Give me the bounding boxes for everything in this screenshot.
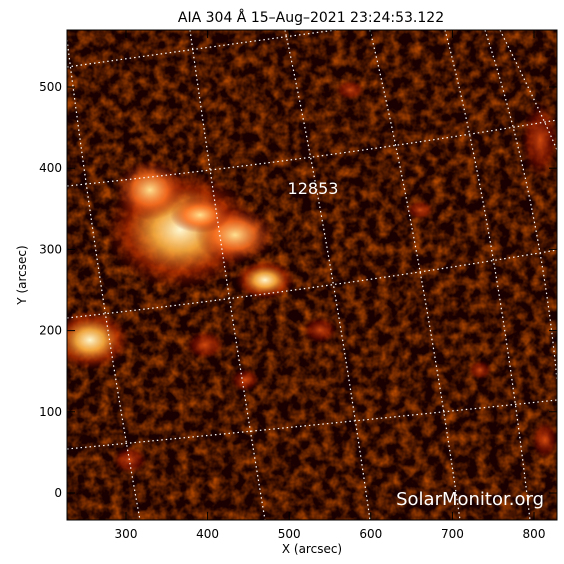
y-tick-label: 100 [39, 405, 62, 419]
x-tick-label: 800 [523, 527, 546, 541]
x-tick-label: 500 [278, 527, 301, 541]
y-tick-label: 400 [39, 161, 62, 175]
solar-image: 12853 SolarMonitor.org [67, 30, 557, 520]
active-region-label: 12853 [288, 179, 339, 198]
x-tick-label: 400 [196, 527, 219, 541]
y-axis: 0 100 200 300 400 500 [39, 80, 557, 500]
plot-title: AIA 304 Å 15–Aug–2021 23:24:53.122 [178, 9, 444, 26]
x-tick-label: 600 [359, 527, 382, 541]
y-axis-label: Y (arcsec) [15, 245, 29, 305]
y-tick-label: 500 [39, 80, 62, 94]
y-tick-label: 300 [39, 242, 62, 256]
plot-frame [66, 29, 558, 521]
x-tick-label: 300 [115, 527, 138, 541]
x-axis-label: X (arcsec) [282, 542, 342, 556]
coordinate-grid [67, 30, 557, 520]
watermark: SolarMonitor.org [396, 489, 544, 510]
x-axis: 300 400 500 600 700 800 [115, 30, 546, 541]
x-tick-label: 700 [441, 527, 464, 541]
y-tick-label: 200 [39, 324, 62, 338]
y-tick-label: 0 [54, 486, 62, 500]
